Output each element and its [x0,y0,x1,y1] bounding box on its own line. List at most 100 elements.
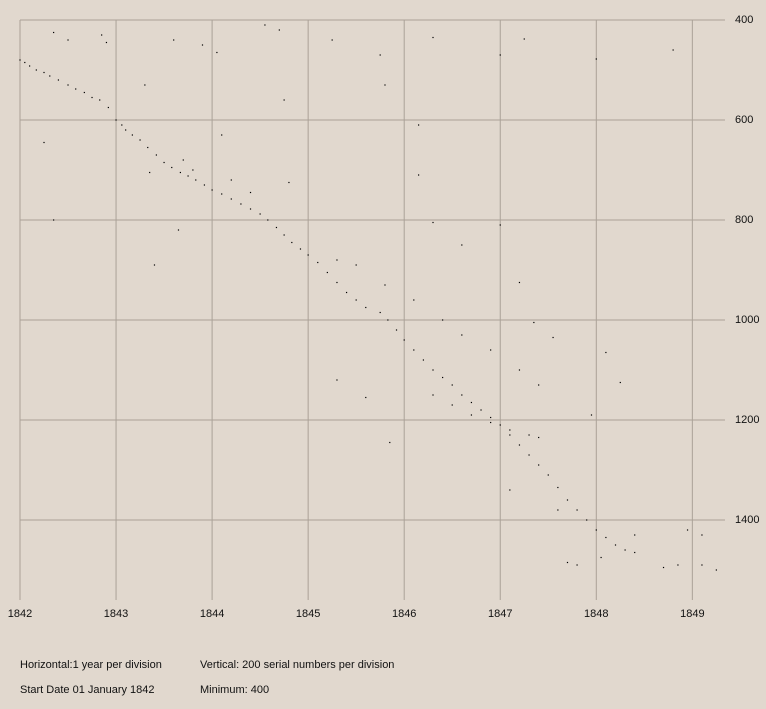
point [418,124,420,126]
point [203,184,206,186]
point [432,36,434,39]
y-tick-label: 1400 [735,514,759,526]
point [83,91,85,94]
point [490,416,492,419]
x-tick-label: 1849 [680,608,704,620]
point [395,329,398,331]
point [105,41,108,44]
point [249,208,252,210]
footer-note: Start Date 01 January 1842 [20,684,155,696]
point [91,96,93,99]
point [173,39,175,41]
point [355,264,357,266]
point [49,75,51,77]
point [216,51,218,54]
point [221,193,223,195]
point [432,369,434,371]
x-tick-label: 1845 [296,608,320,620]
point [336,379,338,381]
x-tick-label: 1844 [200,608,224,620]
point [267,219,269,221]
point [413,299,415,301]
point [365,396,367,399]
point [331,39,333,41]
point [249,191,252,194]
point [701,534,703,536]
point [499,224,501,226]
point [590,414,593,416]
point [595,529,597,531]
point [107,106,109,109]
point [149,171,151,174]
point [317,261,319,264]
point [557,486,559,489]
point [144,84,146,86]
point [557,509,559,511]
point [187,175,189,177]
point [614,544,617,546]
point [275,226,278,229]
point [179,171,182,174]
point [155,154,157,156]
point [43,71,45,74]
x-tick-label: 1848 [584,608,608,620]
point [182,159,184,161]
point [336,259,338,261]
point [195,179,197,181]
point [384,84,386,86]
x-tick-label: 1842 [8,608,32,620]
point [509,434,511,436]
point [139,139,141,141]
point [461,394,463,396]
point [384,284,386,286]
point [672,49,674,51]
point [264,24,266,26]
point [451,384,453,386]
point [509,429,511,431]
y-tick-label: 400 [735,14,753,26]
x-tick-label: 1847 [488,608,512,620]
point [600,556,602,559]
point [566,499,569,501]
point [75,88,77,90]
point [307,254,309,256]
point [67,84,69,86]
point [470,414,473,416]
point [29,65,31,67]
point [413,349,415,351]
point [715,569,717,571]
point [480,409,482,411]
point [345,291,348,294]
y-tick-label: 800 [735,214,753,226]
footer-note: Vertical: 200 serial numbers per divisio… [200,659,394,671]
point [43,141,45,144]
point [605,536,607,539]
point [336,281,338,284]
point [528,454,530,456]
point [299,248,302,250]
point [387,319,389,321]
point [230,179,232,181]
point [379,54,381,56]
point [701,564,703,566]
point [125,129,127,131]
point [418,174,420,176]
point [528,434,530,436]
point [677,564,679,566]
point [121,124,123,126]
point [131,134,133,136]
point [99,99,101,101]
point [470,401,473,404]
point [230,198,232,200]
point [518,281,521,284]
point [552,336,554,339]
point [57,79,60,81]
point [283,234,285,236]
x-tick-label: 1846 [392,608,416,620]
y-tick-label: 600 [735,114,753,126]
point [451,404,453,406]
point [509,489,511,491]
point [283,99,285,101]
point [163,161,165,164]
